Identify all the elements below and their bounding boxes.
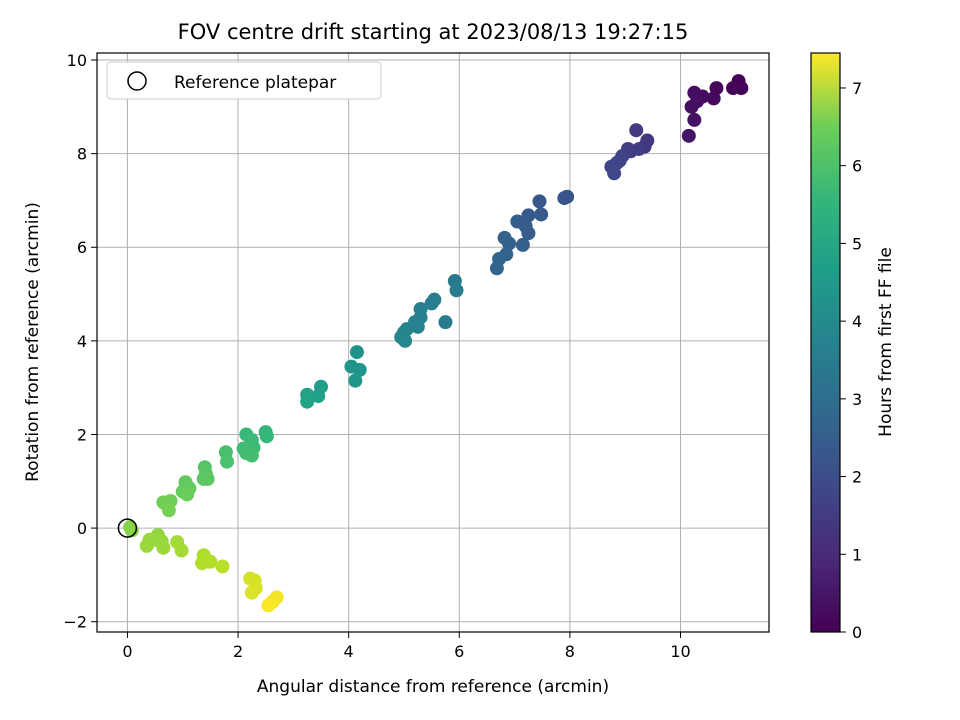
colorbar-tick-label: 7 <box>852 79 862 98</box>
scatter-point <box>497 230 512 245</box>
data-points <box>123 74 749 613</box>
scatter-point <box>203 554 218 569</box>
x-tick-label: 0 <box>122 642 132 661</box>
scatter-point <box>489 261 504 276</box>
x-tick-label: 4 <box>344 642 354 661</box>
scatter-point <box>139 538 154 553</box>
legend: Reference platepar <box>106 61 382 100</box>
colorbar-ticks: 0 1 2 3 4 5 6 7 <box>840 79 862 642</box>
y-tick-label: 10 <box>67 51 87 70</box>
colorbar <box>810 52 841 633</box>
scatter-point <box>174 543 189 558</box>
plot-frame <box>96 52 770 633</box>
scatter-point <box>726 81 741 96</box>
scatter-point <box>124 523 139 538</box>
scatter-point <box>261 598 276 613</box>
scatter-point <box>161 503 176 518</box>
scatter-point <box>156 540 171 555</box>
y-tick-label: 8 <box>77 145 87 164</box>
scatter-point <box>510 214 525 229</box>
x-axis-label: Angular distance from reference (arcmin) <box>257 677 609 697</box>
scatter-point <box>515 237 530 252</box>
legend-reference-marker <box>127 71 147 91</box>
scatter-point <box>348 373 363 388</box>
scatter-point <box>398 333 413 348</box>
scatter-point <box>180 487 195 502</box>
scatter-point <box>244 448 259 463</box>
y-tick-label: 0 <box>77 519 87 538</box>
scatter-point <box>521 208 536 223</box>
x-tick-label: 6 <box>454 642 464 661</box>
legend-box <box>106 61 382 100</box>
colorbar-tick-label: 4 <box>852 312 862 331</box>
scatter-point <box>438 315 453 330</box>
x-tick-label: 2 <box>233 642 243 661</box>
scatter-point <box>349 345 364 360</box>
scatter-point <box>687 112 702 127</box>
colorbar-tick-label: 0 <box>852 623 862 642</box>
grid-lines <box>97 53 769 632</box>
reference-point-marker <box>117 518 138 538</box>
scatter-point <box>557 191 572 206</box>
scatter-point <box>684 99 699 114</box>
scatter-point <box>344 359 359 374</box>
scatter-point <box>521 226 536 241</box>
scatter-point <box>424 296 439 311</box>
scatter-point <box>629 123 644 138</box>
y-tick-label: 6 <box>77 238 87 257</box>
colorbar-tick-label: 3 <box>852 390 862 409</box>
y-tick-label: 2 <box>77 425 87 444</box>
x-tick-label: 10 <box>670 642 690 661</box>
scatter-point <box>706 91 721 106</box>
scatter-point <box>449 283 464 298</box>
scatter-point <box>200 471 215 486</box>
scatter-point <box>311 389 326 404</box>
y-axis-label: Rotation from reference (arcmin) <box>23 202 43 482</box>
legend-entry-reference-platepar: Reference platepar <box>174 73 336 93</box>
y-tick-label: −2 <box>63 613 87 632</box>
colorbar-tick-label: 1 <box>852 545 862 564</box>
scatter-point <box>219 454 234 469</box>
scatter-point <box>681 128 696 143</box>
y-tick-label: 4 <box>77 332 87 351</box>
scatter-point <box>607 166 622 181</box>
colorbar-tick-label: 6 <box>852 157 862 176</box>
colorbar-tick-label: 2 <box>852 468 862 487</box>
x-tick-label: 8 <box>565 642 575 661</box>
x-axis-ticks: 0 2 4 6 8 10 <box>122 632 691 661</box>
y-axis-ticks: −2 0 2 4 6 8 10 <box>63 51 97 632</box>
scatter-point <box>259 429 274 444</box>
scatter-point <box>215 559 230 574</box>
scatter-point <box>300 394 315 409</box>
scatter-point <box>534 207 549 222</box>
scatter-point <box>532 194 547 209</box>
scatter-point <box>244 585 259 600</box>
colorbar-tick-label: 5 <box>852 234 862 253</box>
chart-title: FOV centre drift starting at 2023/08/13 … <box>178 20 689 44</box>
colorbar-label: Hours from first FF file <box>876 247 896 437</box>
